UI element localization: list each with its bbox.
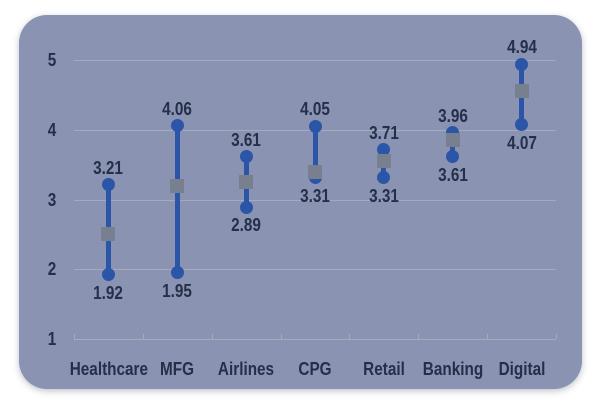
low-dot-healthcare <box>101 268 115 282</box>
x-axis-category-label: Airlines <box>218 359 275 379</box>
x-axis-category-label: CPG <box>298 359 332 379</box>
high-dot-cpg <box>308 119 322 133</box>
gridline-y-3 <box>74 199 556 201</box>
range-line-mfg <box>174 125 180 273</box>
x-axis-category-label: Banking <box>422 359 483 379</box>
high-dot-mfg <box>170 119 184 133</box>
x-axis-category-label: Retail <box>363 359 405 379</box>
high-dot-retail <box>377 143 391 157</box>
low-value-label: 4.07 <box>506 132 537 153</box>
x-axis-tick <box>74 334 75 339</box>
x-axis-tick <box>142 334 144 339</box>
x-axis-category-label: MFG <box>160 359 195 379</box>
low-dot-digital <box>515 118 529 132</box>
low-value-label: 1.92 <box>93 282 124 303</box>
x-axis-tick <box>211 334 213 339</box>
low-value-label: 3.31 <box>368 185 399 206</box>
mid-marker-cpg <box>308 164 322 179</box>
high-value-label: 3.71 <box>368 122 399 143</box>
high-dot-healthcare <box>101 178 115 192</box>
low-value-label: 1.95 <box>162 280 193 301</box>
y-axis-tick-label: 4 <box>47 119 57 140</box>
x-axis-tick <box>487 334 489 339</box>
y-axis-tick-label: 3 <box>47 189 57 210</box>
x-axis-tick <box>280 334 282 339</box>
gridline-y-2 <box>74 269 556 271</box>
low-value-label: 3.31 <box>300 185 330 206</box>
mid-marker-healthcare <box>101 227 116 242</box>
gridline-y-5 <box>74 60 556 61</box>
low-value-label: 2.89 <box>231 215 262 236</box>
y-axis-tick-label: 1 <box>47 329 57 349</box>
x-axis-tick <box>556 334 557 339</box>
high-value-label: 4.94 <box>506 37 537 58</box>
mid-marker-digital <box>514 84 529 99</box>
low-dot-mfg <box>170 266 184 280</box>
gridline-y-1 <box>74 339 556 340</box>
high-value-label: 3.96 <box>437 105 468 126</box>
mid-marker-airlines <box>239 175 254 190</box>
low-dot-retail <box>377 171 391 185</box>
high-value-label: 3.61 <box>231 129 262 150</box>
y-axis-tick-label: 2 <box>47 259 57 280</box>
x-axis-category-label: Digital <box>498 359 545 379</box>
mid-marker-banking <box>445 133 460 148</box>
x-axis-category-label: Healthcare <box>70 359 149 379</box>
high-value-label: 3.21 <box>93 157 124 178</box>
high-dot-airlines <box>239 150 253 164</box>
range-line-cpg <box>312 126 318 178</box>
mid-marker-retail <box>376 154 391 169</box>
y-axis-tick-label: 5 <box>47 50 57 70</box>
high-value-label: 4.05 <box>300 99 330 120</box>
x-axis-tick <box>418 334 420 339</box>
low-dot-banking <box>446 150 460 164</box>
high-value-label: 4.06 <box>162 98 193 119</box>
x-axis-tick <box>349 334 351 339</box>
low-value-label: 3.61 <box>437 164 468 185</box>
mid-marker-mfg <box>170 178 185 193</box>
low-dot-airlines <box>239 200 253 214</box>
high-dot-digital <box>515 57 529 71</box>
chart-card <box>19 15 582 389</box>
